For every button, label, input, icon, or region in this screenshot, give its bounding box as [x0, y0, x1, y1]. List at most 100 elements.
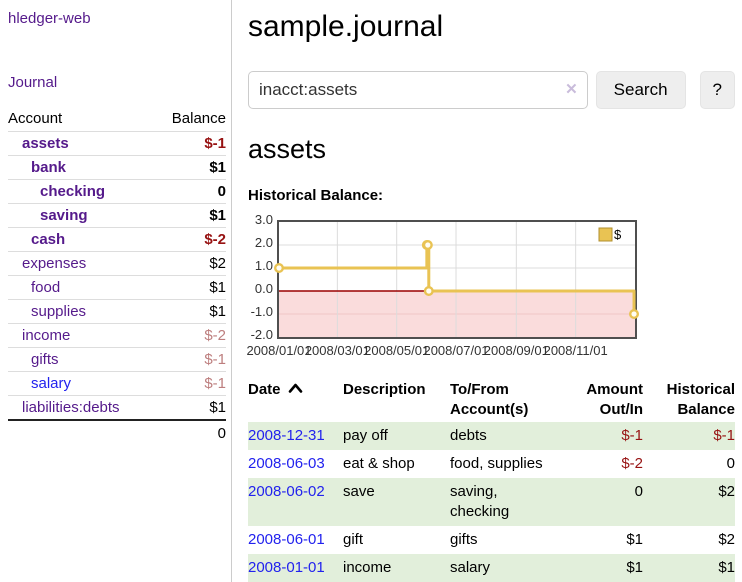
transaction-amount: 0 [634, 483, 643, 500]
y-axis-tick-label: 2.0 [254, 235, 273, 250]
transaction-accounts: saving, checking [450, 483, 510, 520]
transaction-balance: $2 [718, 531, 735, 548]
main-content: sample.journal ✕ Search ? assets Histori… [246, 0, 735, 582]
sidebar-account-link[interactable]: salary [31, 375, 72, 392]
column-header-accounts: To/From Account(s) [450, 381, 529, 418]
sidebar-account-link[interactable]: gifts [31, 351, 59, 368]
accounts-header-balance: Balance [171, 110, 226, 127]
transaction-date-link[interactable]: 2008-01-01 [248, 559, 325, 576]
help-button[interactable]: ? [699, 71, 735, 109]
transaction-balance: 0 [726, 455, 735, 472]
sidebar-account-row: gifts $-1 [8, 347, 226, 372]
chart-plot-area: $ [274, 220, 640, 339]
transaction-description: gift [343, 531, 364, 548]
y-axis-tick-label: -2.0 [250, 327, 273, 342]
x-axis-tick-label: 2008/03/01 [304, 343, 370, 358]
search-bar: ✕ Search ? [248, 71, 735, 109]
sidebar-account-balance: $1 [154, 155, 226, 180]
chart-svg: $ [274, 222, 640, 337]
sidebar-account-balance: $-1 [154, 347, 226, 372]
sidebar-account-balance: 0 [154, 179, 226, 204]
sidebar-account-link[interactable]: food [31, 279, 61, 296]
sidebar-account-balance: $1 [154, 275, 226, 300]
sidebar-account-balance: $-2 [154, 323, 226, 348]
sidebar-account-link[interactable]: cash [31, 231, 66, 248]
transaction-description: pay off [343, 427, 388, 444]
app-title-link[interactable]: hledger-web [8, 10, 91, 27]
sidebar-account-row: salary $-1 [8, 371, 226, 396]
sidebar-account-link[interactable]: bank [31, 159, 67, 176]
sidebar-account-row: expenses $2 [8, 251, 226, 276]
sidebar-account-link[interactable]: saving [40, 207, 88, 224]
transaction-row: 2008-06-02 save saving, checking 0 $2 [248, 478, 735, 526]
transaction-balance: $2 [718, 483, 735, 500]
transaction-amount: $1 [626, 531, 643, 548]
column-header-description: Description [343, 381, 426, 398]
accounts-total-row: 0 [8, 419, 226, 446]
column-header-amount: Amount Out/In [586, 381, 643, 418]
sidebar-account-row: assets $-1 [8, 131, 226, 156]
x-axis-tick-label: 2008/09/01 [483, 343, 549, 358]
accounts-total-value: 0 [154, 419, 226, 446]
sidebar-account-link[interactable]: checking [40, 183, 106, 200]
accounts-table: Account Balance assets $-1 bank $1 checking 0… [8, 107, 226, 446]
sidebar-account-row: supplies $1 [8, 299, 226, 324]
transaction-date-link[interactable]: 2008-06-03 [248, 455, 325, 472]
x-axis-tick-label: 2008/01/01 [246, 343, 312, 358]
sidebar-account-row: food $1 [8, 275, 226, 300]
sidebar: hledger-web Journal Account Balance asse… [0, 0, 232, 582]
transaction-date-link[interactable]: 2008-06-02 [248, 483, 325, 500]
sidebar-account-balance: $2 [154, 251, 226, 276]
search-button[interactable]: Search [595, 71, 686, 109]
y-axis-tick-label: 3.0 [254, 212, 273, 227]
transaction-description: save [343, 483, 375, 500]
sidebar-account-balance: $-1 [154, 371, 226, 396]
svg-text:$: $ [614, 227, 622, 242]
search-input[interactable] [248, 71, 588, 109]
sidebar-account-rows: assets $-1 bank $1 checking 0 saving $1 cash $-2 e… [8, 131, 226, 420]
column-header-balance: Historical Balance [666, 381, 735, 418]
clear-search-icon[interactable]: ✕ [565, 81, 578, 98]
sidebar-account-balance: $1 [154, 395, 226, 420]
transaction-row: 2008-06-03 eat & shop food, supplies $-2 0 [248, 450, 735, 478]
x-axis-tick-label: 2008/11/01 [543, 343, 608, 358]
sidebar-item-journal[interactable]: Journal [8, 74, 58, 91]
transaction-accounts: debts [450, 427, 487, 444]
column-header-date[interactable]: Date [248, 378, 343, 422]
sidebar-account-row: liabilities:debts $1 [8, 395, 226, 420]
sidebar-account-row: saving $1 [8, 203, 226, 228]
accounts-header-account: Account [8, 110, 63, 127]
transaction-date-cell: 2008-06-03 [248, 450, 343, 478]
transaction-row: 2008-06-01 gift gifts $1 $2 [248, 526, 735, 554]
chart-label: Historical Balance: [248, 187, 384, 204]
sidebar-account-link[interactable]: supplies [31, 303, 87, 320]
transaction-amount: $1 [626, 559, 643, 576]
y-axis-tick-label: -1.0 [250, 304, 273, 319]
transaction-amount: $-2 [621, 455, 643, 472]
sidebar-account-balance: $1 [154, 299, 226, 324]
sidebar-account-link[interactable]: income [22, 327, 71, 344]
transaction-date-link[interactable]: 2008-12-31 [248, 427, 325, 444]
transactions-rows: 2008-12-31 pay off debts $-1 $-1 2008-06-03 ea… [248, 422, 735, 582]
y-axis-tick-label: 0.0 [254, 281, 273, 296]
sort-caret-up-icon [288, 380, 303, 397]
transaction-date-cell: 2008-06-01 [248, 526, 343, 554]
sidebar-account-link[interactable]: expenses [22, 255, 87, 272]
sidebar-account-row: cash $-2 [8, 227, 226, 252]
transaction-description: income [343, 559, 392, 576]
transaction-row: 2008-01-01 income salary $1 $1 [248, 554, 735, 582]
transaction-accounts: salary [450, 559, 491, 576]
sidebar-account-link[interactable]: assets [22, 135, 69, 152]
sidebar-account-link[interactable]: liabilities:debts [22, 399, 120, 416]
transaction-date-cell: 2008-01-01 [248, 554, 343, 582]
transaction-balance: $1 [718, 559, 735, 576]
account-heading: assets [248, 134, 327, 164]
transaction-date-cell: 2008-12-31 [248, 422, 343, 450]
transaction-date-link[interactable]: 2008-06-01 [248, 531, 325, 548]
transactions-table: Date Description To/From Account(s) Amou… [248, 378, 735, 582]
x-axis-tick-label: 2008/07/01 [423, 343, 489, 358]
transaction-accounts: food, supplies [450, 455, 543, 472]
sidebar-account-balance: $-2 [154, 227, 226, 252]
transaction-balance: $-1 [713, 427, 735, 444]
y-axis-tick-label: 1.0 [254, 258, 273, 273]
